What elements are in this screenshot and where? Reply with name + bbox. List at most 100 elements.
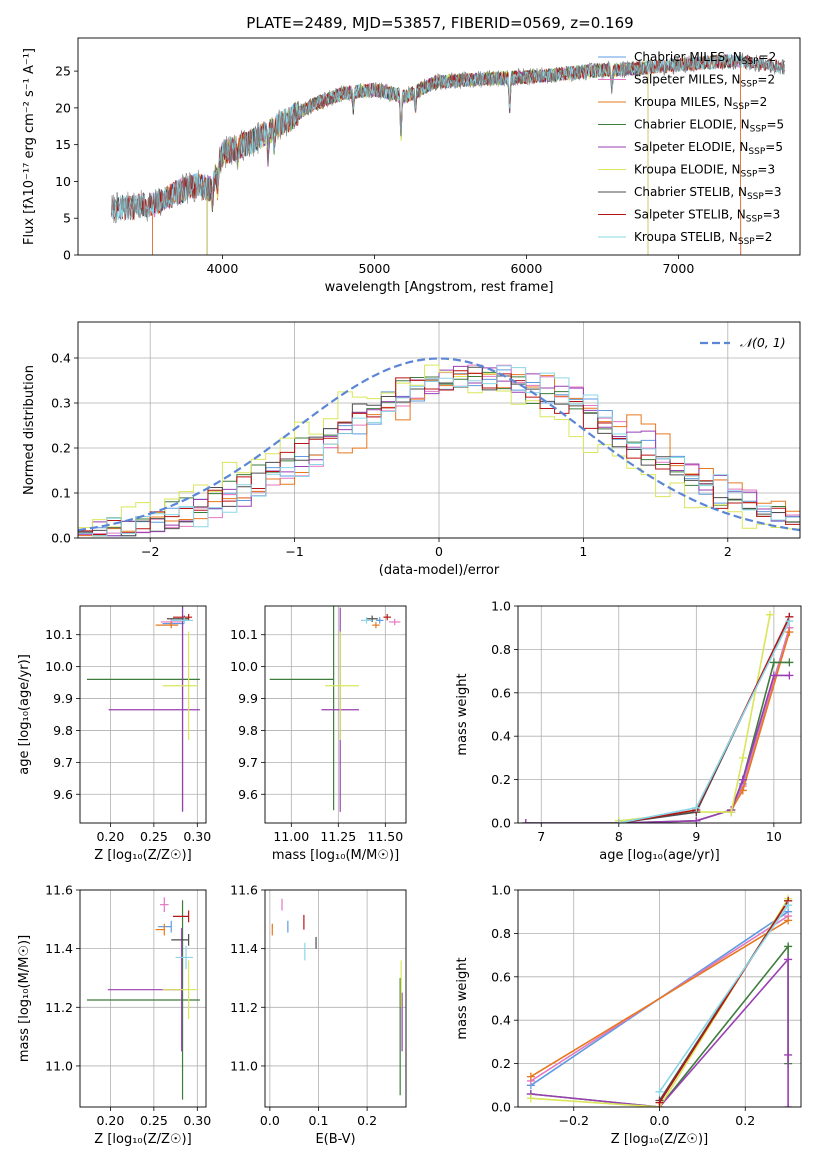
x-tick-label: 11.25 [320, 829, 356, 844]
mass-weight-marker [738, 753, 747, 762]
y-tick-label: 0.0 [491, 1100, 511, 1115]
panel-age_vs_mass: 11.00 11.25 11.50 9.6 9.7 9.8 9.9 10.0 10.1 mass … [230, 605, 407, 863]
panel-residuals: −2 −1 0 1 2 0.0 0.1 0.2 0.3 0.4 (data-model)/error… [22, 321, 801, 578]
x-tick-label: 4000 [206, 261, 238, 276]
y-tick-label: 0.6 [491, 685, 511, 700]
y-tick-label: 9.7 [238, 755, 258, 770]
y-tick-label: 9.6 [238, 787, 258, 802]
mass-weight-marker [769, 671, 778, 680]
y-tick-label: 10.1 [45, 627, 73, 642]
legend-label: Kroupa ELODIE, NSSP=3 [634, 163, 775, 180]
y-tick-label: 9.7 [53, 755, 73, 770]
legend-label: Chabrier MILES, NSSP=2 [634, 50, 776, 67]
axes-frame [77, 321, 801, 539]
errorbar-point [383, 613, 391, 621]
y-tick-label: 11.2 [45, 1000, 73, 1015]
mass-weight-line [530, 919, 789, 1078]
errorbar-point [162, 960, 198, 1020]
legend-label: 𝒩(0, 1) [740, 335, 786, 350]
mass-weight-marker [784, 1103, 793, 1107]
x-tick-label: 0.20 [96, 1113, 124, 1128]
x-tick-label: 0.20 [96, 829, 124, 844]
y-tick-label: 0.8 [491, 926, 511, 941]
y-tick-label: 0.6 [491, 969, 511, 984]
errorbar-point [159, 897, 169, 912]
errorbar-point [175, 945, 193, 970]
y-tick-label: 0.4 [491, 729, 511, 744]
x-tick-label: 0.30 [183, 829, 211, 844]
y-tick-label: 0.2 [491, 1056, 511, 1071]
plot-area-spectrum [111, 52, 785, 255]
axes-frame [517, 889, 802, 1108]
panel-mass_weight_vs_Z: −0.2 0.0 0.2 0.0 0.2 0.4 0.6 0.8 1.0 Z [log₁₀(Z/Z… [455, 883, 802, 1147]
errorbar-point [166, 615, 189, 622]
errorbar-point [269, 606, 335, 811]
mass-weight-line [525, 661, 790, 823]
legend-label: Chabrier ELODIE, NSSP=5 [634, 118, 784, 135]
mass-weight-marker [521, 819, 530, 823]
plot-area-mass_vs_Z [86, 897, 200, 1100]
y-tick-label: 0 [63, 248, 71, 263]
mass-weight-marker [727, 808, 736, 817]
y-tick-label: 1.0 [491, 883, 511, 898]
x-tick-label: 9 [692, 829, 700, 844]
x-tick-label: −2 [141, 544, 159, 559]
y-tick-label: 9.8 [238, 723, 258, 738]
panel-age_vs_Z: 0.20 0.25 0.30 9.6 9.7 9.8 9.9 10.0 10.1 Z [log₁₀… [17, 605, 211, 863]
x-tick-label: 0.30 [183, 1113, 211, 1128]
y-tick-label: 11.0 [45, 1058, 73, 1073]
x-tick-label: −0.2 [559, 1113, 589, 1128]
errorbar-point [172, 910, 190, 923]
x-tick-label: 0.25 [140, 1113, 168, 1128]
x-tick-label: 11.00 [273, 829, 309, 844]
y-tick-label: 11.4 [45, 941, 73, 956]
mass-weight-marker [784, 955, 793, 964]
axes-frame [77, 37, 801, 256]
axes-frame [79, 605, 207, 824]
residual-legend: 𝒩(0, 1) [700, 335, 786, 350]
mass-weight-marker [526, 1094, 535, 1103]
errorbar-point [375, 617, 384, 624]
y-tick-label: 10.1 [230, 627, 258, 642]
x-tick-label: 0.0 [650, 1113, 670, 1128]
x-tick-label: 0 [435, 544, 443, 559]
x-axis-label: Z [log₁₀(Z/Z☉)] [94, 1132, 191, 1147]
x-tick-label: 0.2 [735, 1113, 755, 1128]
y-tick-label: 9.9 [53, 691, 73, 706]
plot-area-residuals [78, 357, 800, 537]
mass-weight-marker [614, 819, 623, 823]
y-tick-label: 11.4 [230, 941, 258, 956]
y-tick-label: 11.6 [230, 883, 258, 898]
x-tick-label: −1 [285, 544, 303, 559]
y-tick-label: 0.0 [51, 531, 71, 546]
y-tick-label: 10.0 [45, 659, 73, 674]
errorbar-point [86, 900, 200, 1100]
errorbar-point [162, 631, 198, 741]
y-axis-label: Normed distribution [22, 365, 37, 495]
x-tick-label: 2 [724, 544, 732, 559]
data-spectrum-line [111, 52, 785, 224]
x-axis-label: Z [log₁₀(Z/Z☉)] [611, 1132, 708, 1147]
errorbar-point [155, 621, 179, 629]
x-axis-label: E(B-V) [315, 1132, 355, 1147]
errorbar-point [155, 923, 165, 936]
y-tick-label: 9.6 [53, 787, 73, 802]
x-axis-label: wavelength [Angstrom, rest frame] [325, 280, 554, 295]
y-tick-label: 0.2 [491, 772, 511, 787]
y-tick-label: 9.9 [238, 691, 258, 706]
mass-weight-marker [784, 1050, 793, 1059]
y-tick-label: 11.2 [230, 1000, 258, 1015]
legend-label: Kroupa MILES, NSSP=2 [634, 95, 767, 112]
y-tick-label: 1.0 [491, 599, 511, 614]
mass-weight-marker [784, 901, 793, 910]
errorbar-point [360, 617, 373, 624]
legend-label: Salpeter MILES, NSSP=2 [634, 73, 775, 90]
mass-weight-line [658, 904, 789, 1093]
legend-label: Salpeter STELIB, NSSP=3 [634, 208, 780, 225]
y-tick-label: 10.0 [230, 659, 258, 674]
axes-frame [264, 605, 407, 824]
mass-weight-marker [692, 803, 701, 812]
mass-weight-marker [784, 942, 793, 951]
x-axis-label: age [log₁₀(age/yr)] [599, 848, 720, 863]
